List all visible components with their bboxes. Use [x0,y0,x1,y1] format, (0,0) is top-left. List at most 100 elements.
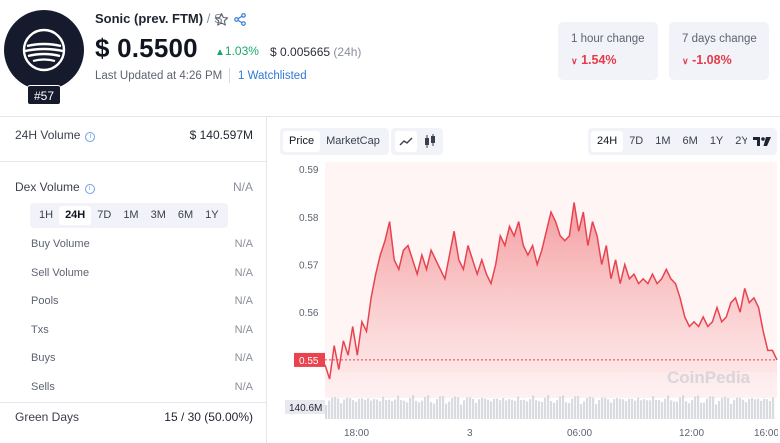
volume-bar [379,401,382,419]
volume-bar [724,396,727,419]
volume-bar [772,397,775,419]
volume-bar [616,397,619,419]
volume-bar [604,397,607,419]
chart-mode-price[interactable]: Price [283,131,321,152]
volume-bar [742,399,745,419]
timeframe-6m[interactable]: 6M [177,209,194,221]
timeframe-1m[interactable]: 1M [123,209,139,221]
change-card-7d: 7 days change ∨ -1.08% [669,22,769,80]
volume-bar [400,400,403,419]
volume-bar [586,397,589,419]
volume-bar [709,396,712,419]
volume-bar [685,401,688,419]
volume-bar [706,398,709,419]
volume-bar [388,399,391,419]
volume-bar [442,396,445,419]
volume-bar [670,400,673,419]
caret-down-icon: ∨ [682,56,689,66]
dex-timeframe-selector: 1H 24H 7D 1M 3M 6M 1Y [30,203,228,228]
timeframe-24h[interactable]: 24H [59,206,92,225]
volume-bar [640,400,643,419]
volume-bar [475,402,478,419]
star-icon[interactable] [214,12,230,28]
tradingview-logo-icon[interactable] [747,128,777,155]
volume-bar [535,400,538,419]
chart-range-2y[interactable]: 2Y [735,135,749,147]
volume-bar [544,397,547,419]
x-tick-label: 16:00 [754,428,778,439]
volume-bar [610,402,613,419]
current-price: $ 0.5500 [95,33,198,63]
y-tick-label: 0.58 [299,213,319,224]
header-separator [0,116,780,117]
stat-label: Green Days [15,410,80,424]
chart-type-selector [391,128,443,155]
change-1h-value: 1.54% [581,53,617,67]
volume-bar [601,397,604,419]
chart-mode-marketcap[interactable]: MarketCap [326,135,380,147]
dex-stat-value: N/A [234,295,253,308]
chart-range-1y[interactable]: 1Y [709,135,724,147]
chart-range-24h[interactable]: 24H [591,131,624,152]
volume-bar [550,401,553,419]
current-price-tag [294,352,325,367]
volume-bar [598,399,601,419]
volume-bar [376,399,379,419]
chart-mode-selector: Price MarketCap [280,128,389,155]
header-divider [229,68,230,83]
caret-down-icon: ∨ [571,56,578,66]
dex-stat-row: Sell Volume N/A [31,267,253,279]
volume-bar [634,400,637,419]
line-chart-icon[interactable] [395,131,417,152]
info-icon[interactable]: i [84,184,95,194]
volume-bar [448,401,451,419]
volume-bar [355,401,358,419]
watchlisted-link[interactable]: 1 Watchlisted [238,70,307,82]
x-tick-label: 06:00 [567,428,592,439]
timeframe-7d[interactable]: 7D [97,209,112,221]
dex-stat-value: N/A [234,381,253,393]
volume-bar [757,398,760,419]
volume-bar [589,396,592,419]
timeframe-1h[interactable]: 1H [39,209,54,221]
volume-bar [508,399,511,419]
stat-value: N/A [232,180,253,194]
volume-bar [337,398,340,419]
price-series-line [324,202,778,380]
dex-stat-row: Txs N/A [31,324,253,336]
candlestick-icon[interactable] [419,131,441,152]
chart-range-6m[interactable]: 6M [682,135,698,147]
change-card-value: ∨ 1.54% [571,53,658,67]
dex-stat-label: Sells [31,381,55,393]
volume-bar [394,399,397,419]
price-chart[interactable]: 0.590.580.570.560.550.54 0.55 140.6M 18:… [280,162,778,443]
timeframe-1y[interactable]: 1Y [205,209,219,221]
volume-bar [532,395,535,419]
volume-bar [457,397,460,419]
info-icon[interactable]: i [85,132,96,142]
volume-bar [529,399,532,419]
volume-bar [343,399,346,419]
volume-bar [499,400,502,419]
volume-bar [493,398,496,419]
timeframe-3m[interactable]: 3M [150,209,166,221]
volume-bar [553,402,556,419]
x-tick-label: 3 [467,428,473,439]
dex-stat-value: N/A [234,352,253,365]
volume-bar [763,398,766,419]
chart-range-7d[interactable]: 7D [629,135,644,147]
coin-name-text: Sonic (prev. FTM) [95,11,204,26]
volume-bar [409,397,412,419]
share-icon[interactable] [233,12,249,28]
volume-bar [571,398,574,419]
volume-tag [285,400,325,414]
volume-bar [433,403,436,419]
volume-bar [745,402,748,419]
volume-bar [565,402,568,419]
coin-name: Sonic (prev. FTM) / S [95,11,223,26]
chart-range-1m[interactable]: 1M [655,135,671,147]
volume-bar [451,398,454,419]
price-change-value: 1.03% [224,44,259,58]
volume-bar [595,404,598,419]
volume-bar [730,403,733,419]
